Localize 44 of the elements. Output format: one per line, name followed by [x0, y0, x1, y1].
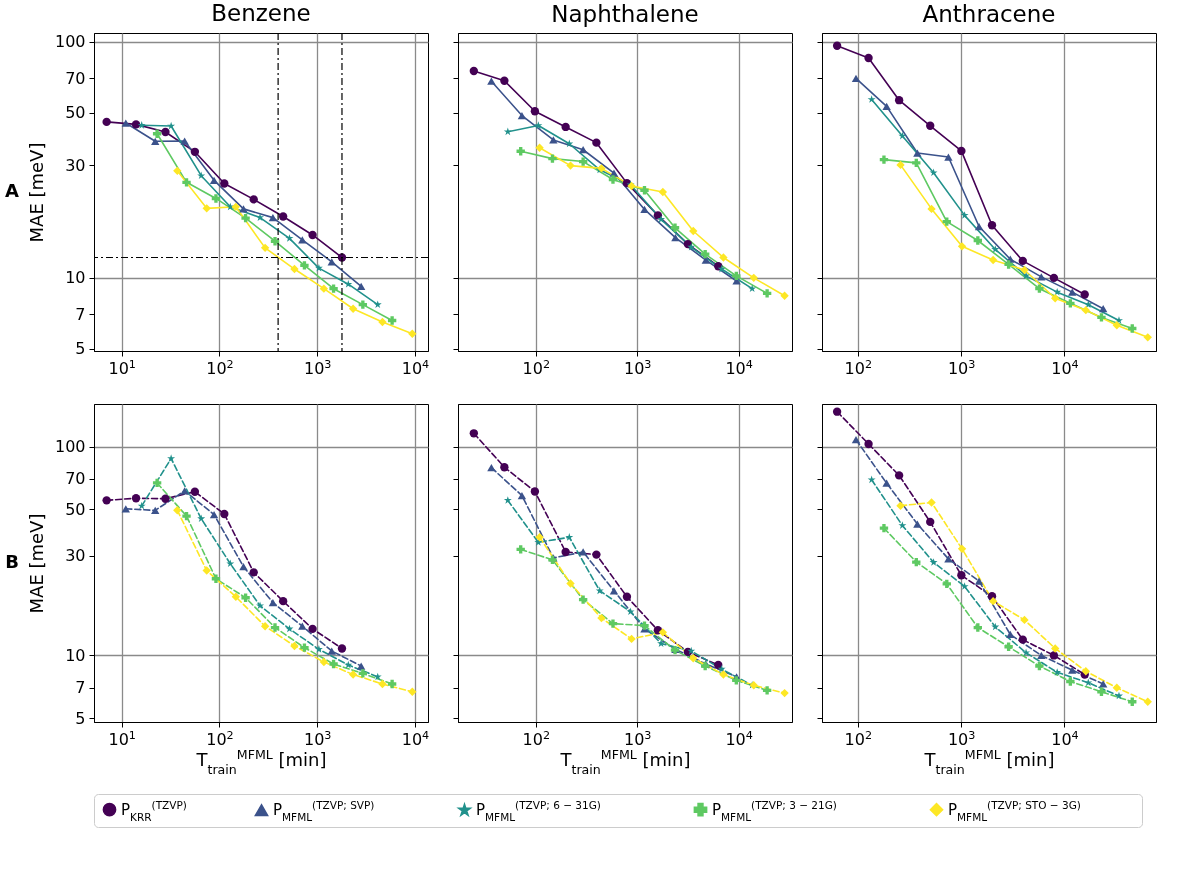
y-tick-label: 5: [75, 339, 86, 359]
y-tick-label: 30: [65, 155, 86, 175]
x-tick-label: 10$^{2}$: [844, 728, 873, 749]
x-tick-label: 10$^{2}$: [522, 357, 551, 378]
chart-title: Naphthalene: [551, 1, 699, 27]
x-tick-label: 10$^{4}$: [725, 357, 753, 378]
text: B: [5, 551, 19, 572]
x-tick-label: 10$^{3}$: [947, 357, 976, 378]
x-tick-label: 10$^{3}$: [303, 728, 332, 749]
x-tick-label: 10$^{2}$: [206, 357, 234, 378]
x-tick-label: 10$^{3}$: [623, 357, 652, 378]
x-tick-label: 10$^{3}$: [303, 357, 332, 378]
y-tick-label: 100: [54, 437, 86, 457]
x-tick-label: 10$^{1}$: [108, 357, 136, 378]
x-tick-label: 10$^{4}$: [401, 728, 430, 749]
y-axis-title: MAE [meV]: [25, 142, 47, 243]
y-tick-label: 30: [65, 546, 86, 566]
y-tick-label: 10: [65, 645, 86, 665]
x-axis-title: T$_{train}$$^{MFML}$ [min]: [923, 746, 1055, 776]
y-tick-label: 5: [75, 708, 86, 728]
x-axis-title: T$_{train}$$^{MFML}$ [min]: [195, 746, 327, 776]
x-tick-label: 10$^{4}$: [725, 728, 753, 749]
y-tick-label: 70: [65, 68, 86, 88]
chart-title: Benzene: [211, 0, 311, 27]
x-tick-label: 10$^{1}$: [108, 728, 136, 749]
x-tick-label: 10$^{4}$: [401, 357, 430, 378]
y-tick-label: 10: [65, 268, 86, 288]
chart-title: Anthracene: [922, 1, 1056, 27]
y-tick-label: 50: [65, 499, 86, 519]
x-tick-label: 10$^{2}$: [844, 357, 873, 378]
x-tick-label: 10$^{3}$: [947, 728, 976, 749]
text: A: [5, 180, 20, 201]
x-tick-label: 10$^{2}$: [522, 728, 551, 749]
y-tick-label: 7: [75, 304, 86, 324]
y-tick-label: 50: [65, 103, 86, 123]
y-tick-label: 100: [54, 32, 86, 52]
x-axis-title: T$_{train}$$^{MFML}$ [min]: [559, 746, 691, 776]
x-tick-label: 10$^{2}$: [206, 728, 234, 749]
y-axis-title: MAE [meV]: [25, 513, 47, 614]
x-tick-label: 10$^{4}$: [1051, 728, 1079, 749]
x-tick-label: 10$^{3}$: [623, 728, 652, 749]
x-tick-label: 10$^{4}$: [1051, 357, 1079, 378]
y-tick-label: 7: [75, 678, 86, 698]
y-tick-label: 70: [65, 469, 86, 489]
